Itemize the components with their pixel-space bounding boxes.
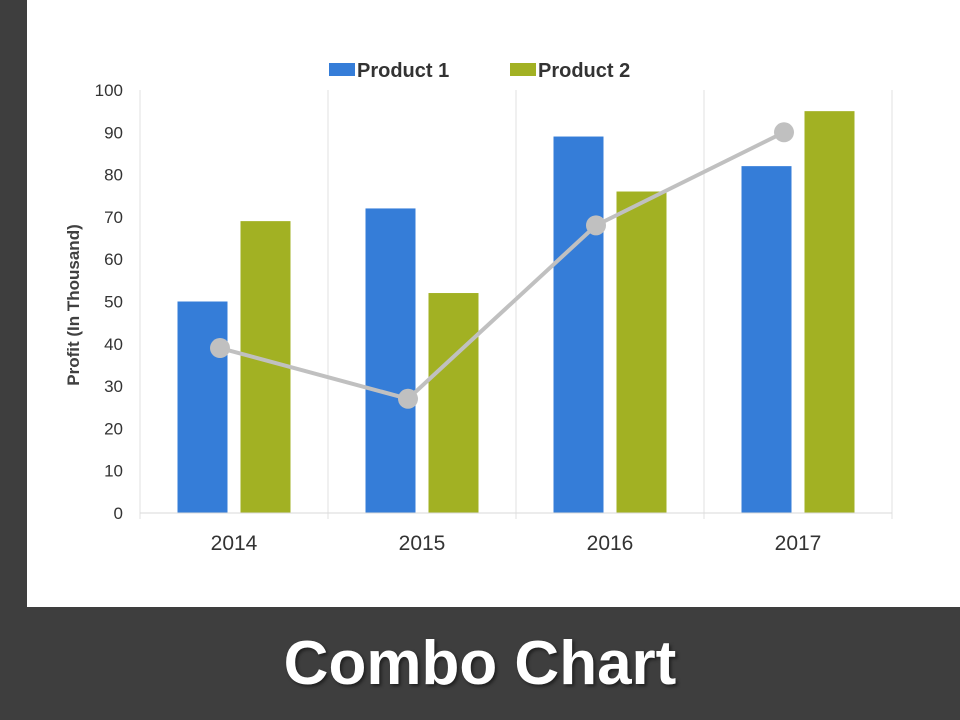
slide-title: Combo Chart	[283, 629, 677, 698]
bar-product-1	[741, 166, 792, 513]
y-tick-label: 60	[104, 250, 123, 269]
line-point	[774, 122, 794, 143]
x-tick-label: 2016	[587, 532, 634, 555]
x-tick-label: 2017	[775, 532, 822, 555]
legend-label: Product 1	[357, 60, 449, 82]
bar-layer	[177, 111, 855, 514]
line-point	[210, 338, 230, 359]
legend: Product 1 Product 2	[329, 60, 630, 82]
x-tick-label: 2015	[399, 532, 446, 555]
combo-chart: 0 10 20 30 40 50 60 70 80 90 100 2014 2015 2016 2017 P…	[64, 60, 893, 555]
x-tick-label: 2014	[211, 532, 258, 555]
y-tick-label: 30	[104, 377, 123, 396]
bar-product-1	[553, 136, 604, 513]
y-tick-label: 70	[104, 208, 123, 227]
y-tick-label: 90	[104, 123, 123, 142]
line-point	[586, 215, 606, 236]
bar-product-2	[616, 191, 667, 513]
axis-layer: 0 10 20 30 40 50 60 70 80 90 100 2014 2015 2016 2017	[95, 81, 892, 555]
bar-product-2	[428, 293, 479, 513]
legend-swatch	[329, 63, 355, 76]
legend-label: Product 2	[538, 60, 630, 82]
line-layer	[210, 122, 794, 409]
y-tick-label: 100	[95, 81, 123, 100]
y-tick-label: 0	[114, 504, 123, 523]
bar-product-1	[365, 208, 416, 513]
y-tick-label: 20	[104, 419, 123, 438]
y-tick-label: 10	[104, 462, 123, 481]
y-tick-label: 40	[104, 335, 123, 354]
y-tick-label: 80	[104, 166, 123, 185]
grid-layer	[139, 90, 893, 519]
line-series	[219, 130, 785, 401]
legend-swatch	[510, 63, 536, 76]
line-point	[398, 388, 418, 409]
bar-product-1	[177, 301, 228, 513]
y-tick-label: 50	[104, 293, 123, 312]
bar-product-2	[240, 221, 291, 513]
bar-product-2	[804, 111, 855, 514]
y-axis-title: Profit (In Thousand)	[64, 224, 83, 385]
